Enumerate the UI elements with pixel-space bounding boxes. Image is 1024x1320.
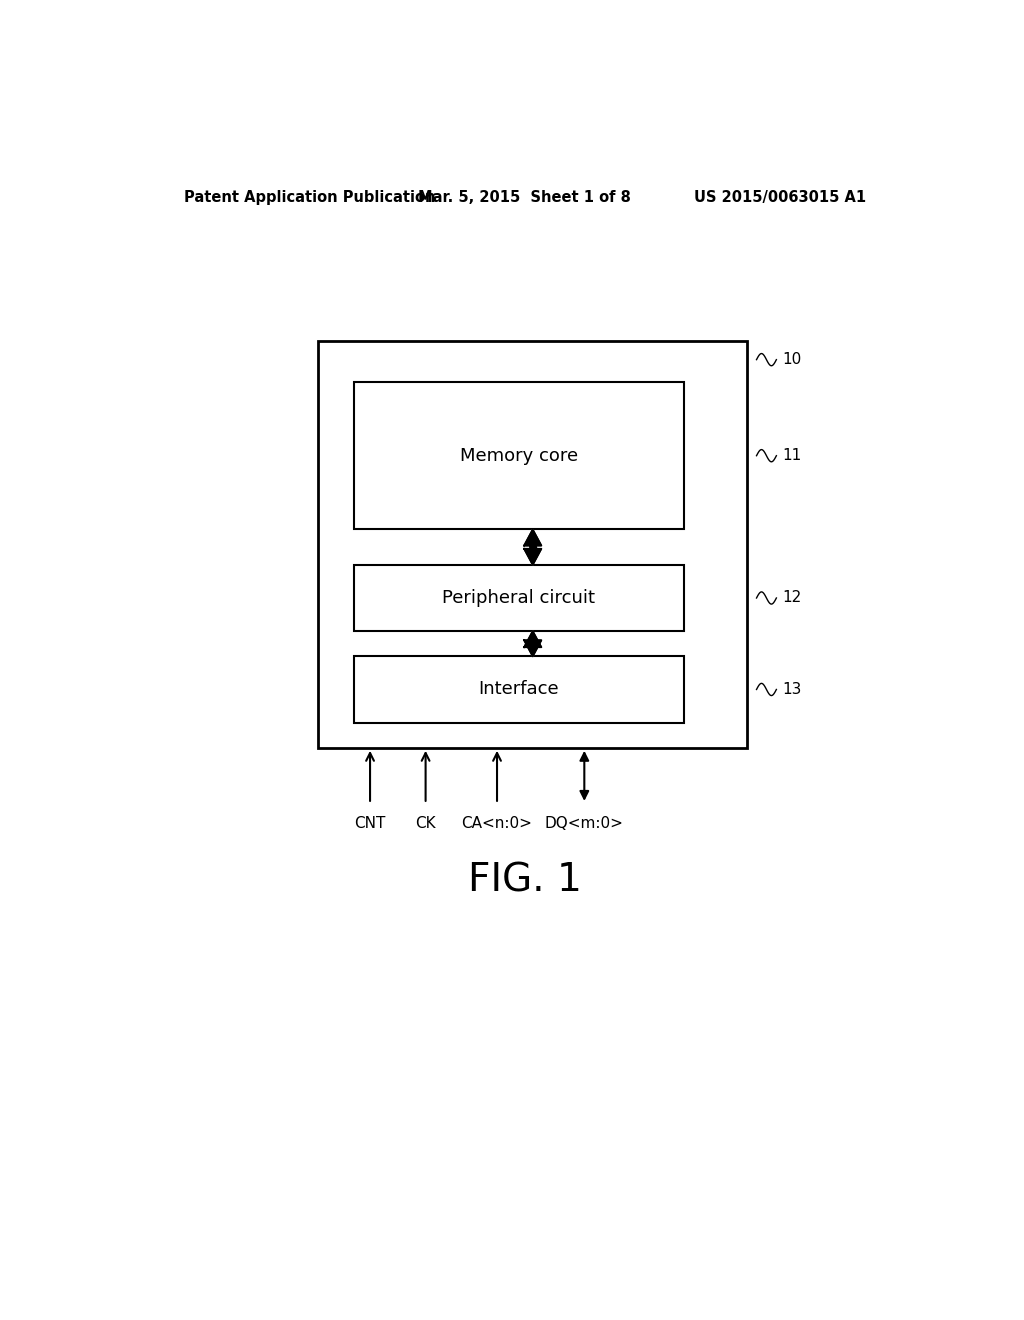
- Polygon shape: [524, 549, 542, 565]
- Text: 13: 13: [782, 682, 802, 697]
- Text: US 2015/0063015 A1: US 2015/0063015 A1: [694, 190, 866, 205]
- Bar: [530, 640, 536, 647]
- Text: DQ<m:0>: DQ<m:0>: [545, 816, 624, 832]
- Text: CA<n:0>: CA<n:0>: [462, 816, 532, 832]
- Bar: [354, 381, 684, 529]
- Text: Mar. 5, 2015  Sheet 1 of 8: Mar. 5, 2015 Sheet 1 of 8: [419, 190, 631, 205]
- Polygon shape: [524, 631, 542, 647]
- Text: Memory core: Memory core: [460, 446, 578, 465]
- Bar: [530, 545, 536, 549]
- Text: 11: 11: [782, 449, 802, 463]
- Text: CK: CK: [416, 816, 436, 832]
- Bar: [530, 640, 536, 647]
- Bar: [318, 342, 748, 748]
- Polygon shape: [524, 529, 542, 545]
- Polygon shape: [524, 640, 542, 656]
- Text: 10: 10: [782, 352, 802, 367]
- Bar: [354, 565, 684, 631]
- Polygon shape: [524, 640, 542, 656]
- Text: Interface: Interface: [478, 681, 559, 698]
- Text: 12: 12: [782, 590, 802, 606]
- Text: FIG. 1: FIG. 1: [468, 861, 582, 899]
- Polygon shape: [524, 631, 542, 647]
- Bar: [354, 656, 684, 722]
- Text: CNT: CNT: [354, 816, 386, 832]
- Bar: [530, 545, 536, 549]
- Polygon shape: [524, 529, 542, 545]
- Text: Patent Application Publication: Patent Application Publication: [183, 190, 435, 205]
- Polygon shape: [524, 549, 542, 565]
- Text: Peripheral circuit: Peripheral circuit: [442, 589, 595, 607]
